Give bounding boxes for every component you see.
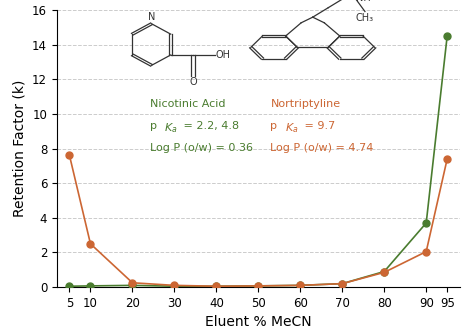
Text: NH: NH: [356, 0, 371, 3]
Text: Nortriptyline: Nortriptyline: [270, 99, 340, 109]
Text: $K_a$: $K_a$: [284, 121, 298, 135]
Text: Log P (o/w) = 4.74: Log P (o/w) = 4.74: [270, 143, 374, 153]
X-axis label: Eluent % MeCN: Eluent % MeCN: [205, 315, 311, 329]
Text: OH: OH: [216, 50, 230, 60]
Text: O: O: [189, 77, 197, 87]
Text: = 9.7: = 9.7: [301, 121, 335, 131]
Text: Log P (o/w) = 0.36: Log P (o/w) = 0.36: [149, 143, 253, 153]
Text: N: N: [148, 12, 155, 22]
Text: = 2.2, 4.8: = 2.2, 4.8: [180, 121, 239, 131]
Text: $K_a$: $K_a$: [164, 121, 177, 135]
Text: p: p: [270, 121, 277, 131]
Y-axis label: Retention Factor (k): Retention Factor (k): [13, 80, 27, 217]
Text: CH₃: CH₃: [356, 13, 374, 23]
Text: p: p: [149, 121, 156, 131]
Text: Nicotinic Acid: Nicotinic Acid: [149, 99, 225, 109]
